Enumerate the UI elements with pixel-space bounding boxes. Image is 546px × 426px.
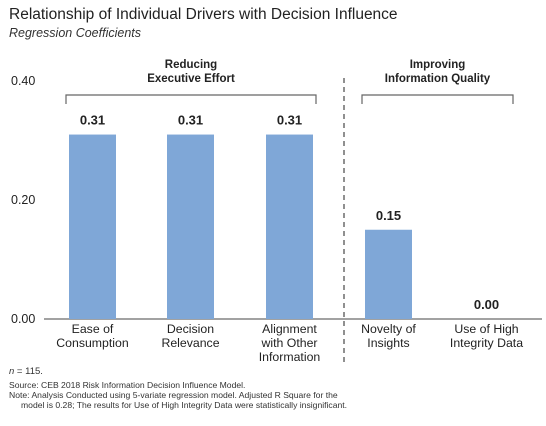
n-value: = 115. — [14, 366, 43, 377]
group-label: Reducing — [165, 59, 217, 71]
group-label: Information Quality — [385, 73, 491, 85]
category-label: Insights — [367, 336, 409, 350]
category-label: Use of High — [454, 322, 518, 336]
group-label: Executive Effort — [147, 73, 235, 85]
chart-subtitle: Regression Coefficients — [9, 26, 142, 40]
y-tick-label: 0.20 — [11, 193, 35, 207]
category-label: Ease of — [72, 322, 114, 336]
bar-value-label: 0.15 — [376, 208, 401, 223]
y-tick-label: 0.40 — [11, 74, 35, 88]
category-label: Relevance — [161, 336, 219, 350]
category-label: with Other — [260, 336, 317, 350]
category-label: Alignment — [262, 322, 317, 336]
category-label: Decision — [167, 322, 214, 336]
bar-value-label: 0.00 — [474, 297, 499, 312]
n-symbol: n — [9, 366, 15, 377]
bars: 0.31 0.31 0.31 0.15 0.00 — [69, 113, 499, 319]
y-tick-label: 0.00 — [11, 312, 35, 326]
analysis-note-line1: Note: Analysis Conducted using 5-variate… — [9, 390, 338, 400]
chart-title: Relationship of Individual Drivers with … — [9, 6, 398, 23]
source-note: Source: CEB 2018 Risk Information Decisi… — [9, 380, 246, 390]
category-label: Consumption — [56, 336, 129, 350]
category-label: Integrity Data — [450, 336, 523, 350]
category-label: Novelty of — [361, 322, 416, 336]
category-label: Information — [259, 350, 321, 364]
bar — [167, 134, 214, 319]
bar-chart: 0.00 0.20 0.40 Reducing Executive Effort Imp… — [11, 59, 542, 365]
bar — [266, 134, 313, 319]
group-bracket — [65, 94, 317, 104]
group-bracket — [361, 94, 514, 104]
bar-value-label: 0.31 — [80, 113, 105, 128]
sample-size-note: n = 115. — [9, 367, 539, 377]
group-brackets: Reducing Executive Effort Improving Informa… — [65, 59, 514, 104]
footnotes: n = 115. Source: CEB 2018 Risk Informati… — [9, 367, 539, 411]
group-label: Improving — [410, 59, 466, 71]
bar — [365, 229, 412, 319]
analysis-note-line2: model is 0.28; The results for Use of Hi… — [21, 400, 348, 410]
bar-value-label: 0.31 — [178, 113, 203, 128]
bar — [69, 134, 116, 319]
bar-value-label: 0.31 — [277, 113, 302, 128]
